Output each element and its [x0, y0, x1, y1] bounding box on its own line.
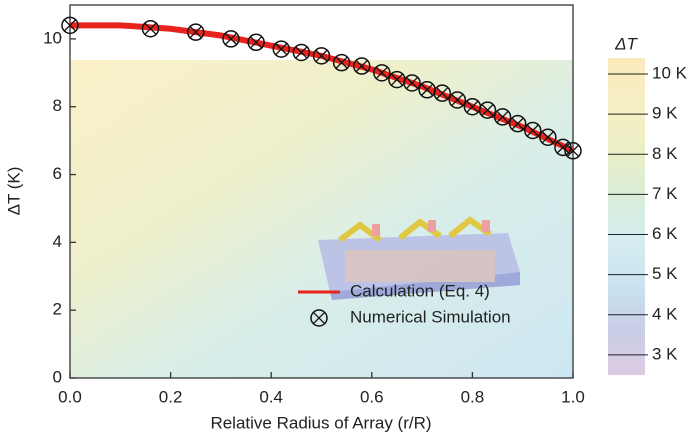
x-tick-label: 0.4: [259, 387, 283, 406]
marker-cross: [375, 66, 388, 79]
simulation-point: [61, 16, 79, 35]
marker-circle: [539, 128, 557, 146]
colorbar-tick-label: 4 K: [652, 304, 678, 323]
marker-cross: [526, 124, 539, 137]
simulation-point: [332, 53, 351, 72]
marker-cross: [189, 26, 202, 39]
marker-cross: [295, 46, 308, 59]
marker-circle: [272, 40, 291, 58]
marker-cross: [224, 32, 238, 45]
simulation-point: [539, 128, 557, 146]
simulation-point: [524, 121, 542, 140]
colorbar-tick-label: 3 K: [652, 344, 678, 363]
colorbar-tick-label: 9 K: [652, 104, 678, 123]
marker-circle: [554, 138, 572, 157]
marker-cross: [436, 87, 449, 100]
simulation-point: [493, 108, 512, 126]
contour-background: [70, 60, 573, 378]
simulation-point: [292, 43, 311, 62]
marker-circle: [403, 74, 421, 92]
simulation-point: [554, 138, 572, 157]
simulation-point: [222, 30, 240, 48]
marker-cross: [481, 104, 494, 117]
marker-circle: [247, 33, 265, 52]
marker-circle: [352, 57, 371, 75]
colorbar-tick-label: 7 K: [652, 184, 678, 203]
marker-circle: [373, 64, 391, 82]
colorbar-tick-label: 6 K: [652, 224, 678, 243]
colorbar-title: ΔT: [614, 34, 638, 53]
legend-label: Calculation (Eq. 4): [350, 281, 490, 300]
colorbar-tick-label: 8 K: [652, 144, 678, 163]
y-tick-label: 2: [53, 300, 62, 319]
x-tick-label: 0.6: [360, 387, 384, 406]
x-tick-label: 0.0: [58, 387, 82, 406]
simulation-point: [448, 91, 467, 109]
colorbar-tick-label: 5 K: [652, 264, 678, 283]
marker-cross: [511, 117, 524, 130]
y-tick-label: 8: [53, 96, 62, 115]
simulation-point: [141, 19, 160, 38]
y-tick-label: 10: [43, 28, 62, 47]
marker-circle: [564, 142, 582, 160]
marker-circle: [222, 30, 240, 48]
x-tick-label: 1.0: [561, 387, 585, 406]
marker-cross: [556, 141, 569, 154]
legend-label: Numerical Simulation: [350, 307, 511, 326]
marker-circle: [448, 91, 467, 109]
marker-cross: [451, 93, 464, 107]
simulation-point: [312, 47, 331, 65]
marker-circle: [478, 101, 497, 119]
y-tick-label: 4: [53, 232, 62, 251]
y-axis-label: ΔT (K): [4, 167, 23, 216]
marker-cross: [466, 100, 479, 113]
y-tick-label: 0: [53, 367, 62, 386]
simulation-point: [247, 33, 265, 52]
colorbar: [608, 58, 645, 375]
x-axis-label: Relative Radius of Array (r/R): [210, 413, 431, 432]
marker-circle: [433, 84, 451, 102]
simulation-point: [272, 40, 291, 58]
colorbar-tick-label: 10 K: [652, 64, 688, 83]
marker-cross: [355, 59, 368, 73]
marker-cross: [566, 144, 580, 157]
marker-cross: [496, 110, 509, 123]
marker-circle: [493, 108, 512, 126]
marker-circle: [187, 23, 205, 41]
x-tick-label: 0.8: [461, 387, 485, 406]
marker-circle: [61, 16, 79, 35]
marker-circle: [524, 121, 542, 140]
simulation-point: [478, 101, 497, 119]
marker-cross: [275, 43, 288, 56]
simulation-point: [373, 64, 391, 82]
marker-circle: [292, 43, 311, 62]
marker-cross: [421, 83, 434, 96]
simulation-point: [187, 23, 205, 41]
simulation-point: [352, 57, 371, 75]
simulation-point: [508, 114, 527, 133]
x-tick-label: 0.2: [159, 387, 183, 406]
simulation-point: [564, 142, 582, 160]
marker-cross: [541, 131, 554, 144]
marker-cross: [144, 22, 157, 35]
marker-cross: [63, 19, 77, 32]
legend-swatch: [310, 309, 328, 327]
marker-circle: [508, 114, 527, 133]
y-tick-label: 6: [53, 164, 62, 183]
marker-cross: [312, 311, 326, 325]
marker-circle: [312, 47, 331, 65]
marker-circle: [141, 19, 160, 38]
simulation-point: [403, 74, 421, 92]
simulation-point: [433, 84, 451, 102]
marker-cross: [390, 73, 404, 86]
marker-cross: [335, 56, 348, 69]
marker-circle: [332, 53, 351, 72]
inset-device: [318, 216, 520, 300]
plot-frame: [69, 4, 574, 379]
marker-circle: [310, 309, 328, 327]
marker-cross: [250, 36, 263, 49]
marker-cross: [405, 76, 419, 90]
marker-cross: [315, 49, 328, 62]
